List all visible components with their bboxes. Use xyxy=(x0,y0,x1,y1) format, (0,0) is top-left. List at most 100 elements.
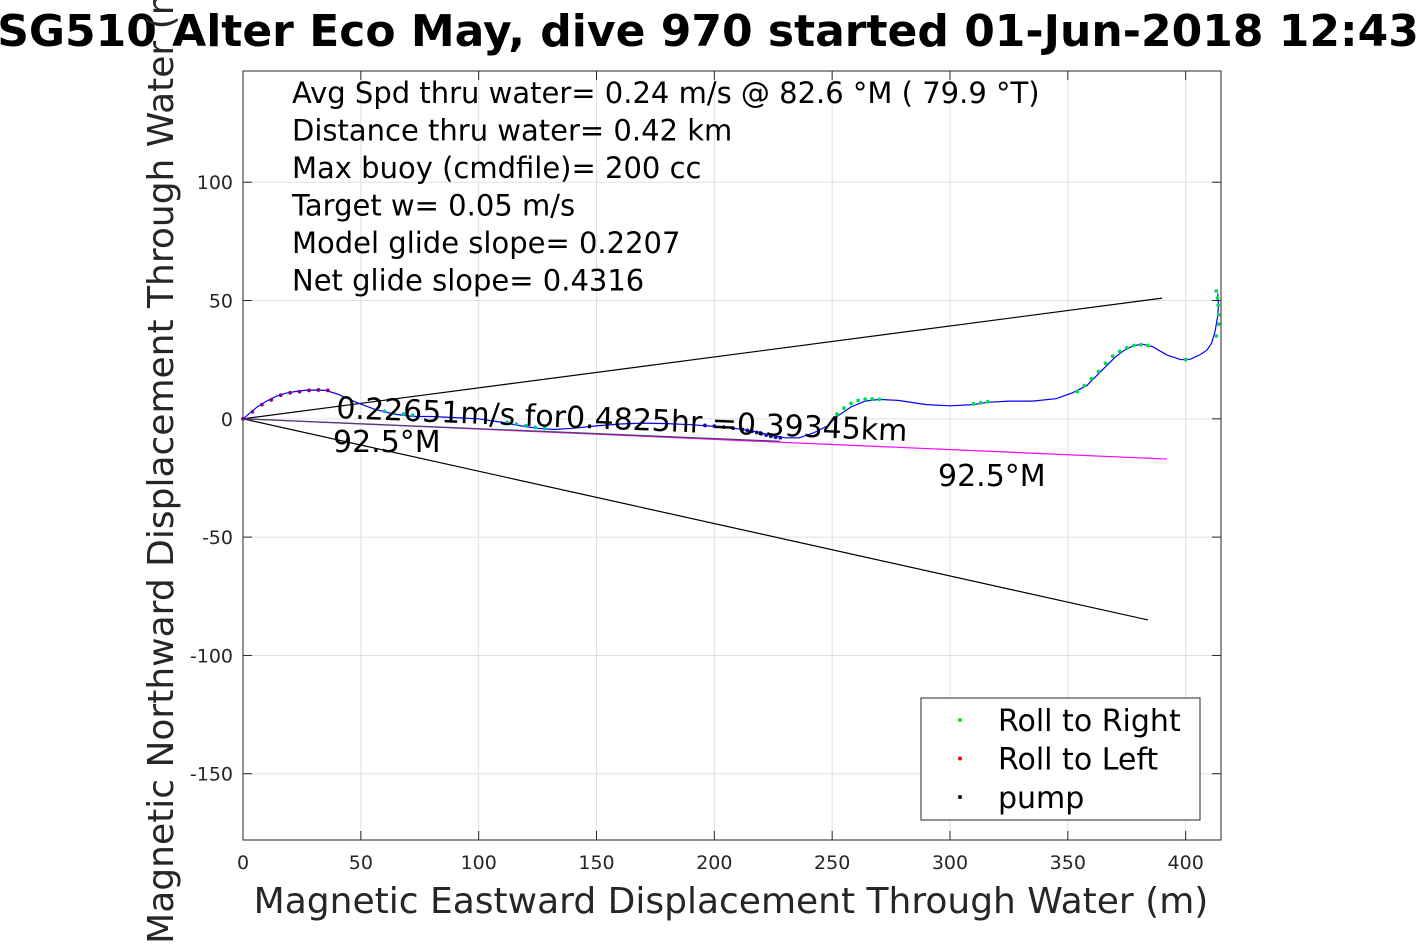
track-dot xyxy=(297,389,302,394)
track-dot xyxy=(382,409,387,414)
y-axis-label: Magnetic Northward Displacement Through … xyxy=(141,0,182,944)
track-dot xyxy=(288,390,293,395)
track-dot xyxy=(877,397,882,402)
track-dot xyxy=(740,427,745,432)
legend-label: Roll to Right xyxy=(998,704,1181,739)
track-dot xyxy=(523,424,528,428)
track-dot xyxy=(1110,354,1115,359)
x-tick-label: 200 xyxy=(696,852,732,874)
x-tick-label: 100 xyxy=(461,852,497,874)
track-dot xyxy=(401,412,406,416)
track-dot xyxy=(259,402,264,407)
y-tick-label: -50 xyxy=(202,527,233,549)
y-tick-label: -100 xyxy=(190,645,233,667)
track-dot xyxy=(1215,296,1220,301)
info-line: Net glide slope= 0.4316 xyxy=(292,264,644,298)
x-tick-label: 150 xyxy=(578,852,614,874)
track-dot xyxy=(1124,345,1129,350)
x-tick-label: 300 xyxy=(932,852,968,874)
track-dot xyxy=(712,424,717,429)
track-dot xyxy=(316,388,321,392)
track-dot xyxy=(834,412,839,416)
info-line: Distance thru water= 0.42 km xyxy=(292,114,732,148)
track-dot xyxy=(870,397,875,401)
track-dot xyxy=(410,413,415,418)
x-tick-label: 0 xyxy=(237,852,249,874)
y-tick-label: 100 xyxy=(197,172,233,194)
info-text: Avg Spd thru water= 0.24 m/s @ 82.6 °M (… xyxy=(291,76,1040,298)
y-tick-label: 0 xyxy=(221,409,233,431)
track-dot xyxy=(842,406,846,411)
track-series xyxy=(241,289,1221,440)
chart-title: SG510 Alter Eco May, dive 970 started 01… xyxy=(0,6,1417,57)
track-dot xyxy=(768,434,773,439)
track-dot xyxy=(745,428,750,433)
track-dot xyxy=(250,409,255,414)
cone-line-lower xyxy=(242,418,1149,621)
track-line xyxy=(242,293,1220,439)
track-dot xyxy=(978,400,983,405)
x-tick-label: 250 xyxy=(814,852,850,874)
track-dot xyxy=(269,397,274,402)
track-dot xyxy=(1131,343,1136,348)
legend-marker xyxy=(958,795,962,799)
track-dot xyxy=(241,416,245,421)
track-dot xyxy=(985,399,990,404)
cone-line-heading-dark xyxy=(242,418,781,442)
cone-line-upper xyxy=(242,297,1163,420)
legend-box xyxy=(920,697,1201,821)
x-ticks: 0 50 100 150 200 250 300 350 400 xyxy=(237,71,1204,874)
track-dot xyxy=(533,425,538,430)
track-dot xyxy=(542,426,547,431)
cone-lines xyxy=(242,297,1167,621)
track-dot xyxy=(778,435,783,440)
track-dot xyxy=(1183,357,1188,362)
track-dot xyxy=(731,426,736,431)
track-dot xyxy=(1138,342,1143,347)
track-dot xyxy=(505,420,509,425)
track-dot xyxy=(702,423,707,428)
track-dot xyxy=(1214,289,1219,293)
track-dot xyxy=(1216,312,1221,317)
x-tick-label: 400 xyxy=(1168,852,1204,874)
x-tick-label: 350 xyxy=(1050,852,1086,874)
track-dot xyxy=(278,393,283,398)
track-dot xyxy=(325,388,330,393)
legend-marker xyxy=(958,756,962,761)
track-dot xyxy=(856,398,860,403)
track-dot xyxy=(759,431,764,436)
legend-label: Roll to Left xyxy=(998,743,1158,778)
track-dot xyxy=(863,397,868,402)
info-line: Avg Spd thru water= 0.24 m/s @ 82.6 °M (… xyxy=(292,76,1040,110)
track-dot xyxy=(391,411,396,415)
track-dot xyxy=(971,402,976,406)
track-dot xyxy=(754,430,759,435)
track-dot xyxy=(307,388,311,393)
y-tick-label: -150 xyxy=(190,764,233,786)
track-dot xyxy=(773,435,778,440)
track-dot xyxy=(1146,343,1150,348)
track-dot xyxy=(514,422,519,427)
x-axis-label: Magnetic Eastward Displacement Through W… xyxy=(254,881,1209,922)
track-dot xyxy=(721,425,726,430)
track-dot xyxy=(1117,349,1122,354)
track-dot xyxy=(849,401,853,406)
track-dot xyxy=(1075,389,1080,394)
y-ticks: 100 50 0 -50 -100 -150 xyxy=(190,172,1221,786)
legend-label: pump xyxy=(998,781,1084,816)
track-dot xyxy=(1089,376,1094,381)
plot-frame xyxy=(242,70,1222,841)
heading-start-label: 92.5°M xyxy=(333,425,441,460)
track-dot xyxy=(764,433,769,438)
grid xyxy=(242,71,1221,840)
info-line: Max buoy (cmdfile)= 200 cc xyxy=(292,151,701,185)
track-dot xyxy=(1216,303,1221,308)
track-dot xyxy=(750,429,754,434)
track-dot xyxy=(1216,322,1221,327)
track-dot xyxy=(1103,361,1108,366)
track-dot xyxy=(1214,334,1219,338)
info-line: Model glide slope= 0.2207 xyxy=(292,226,680,260)
y-tick-label: 50 xyxy=(209,291,233,313)
